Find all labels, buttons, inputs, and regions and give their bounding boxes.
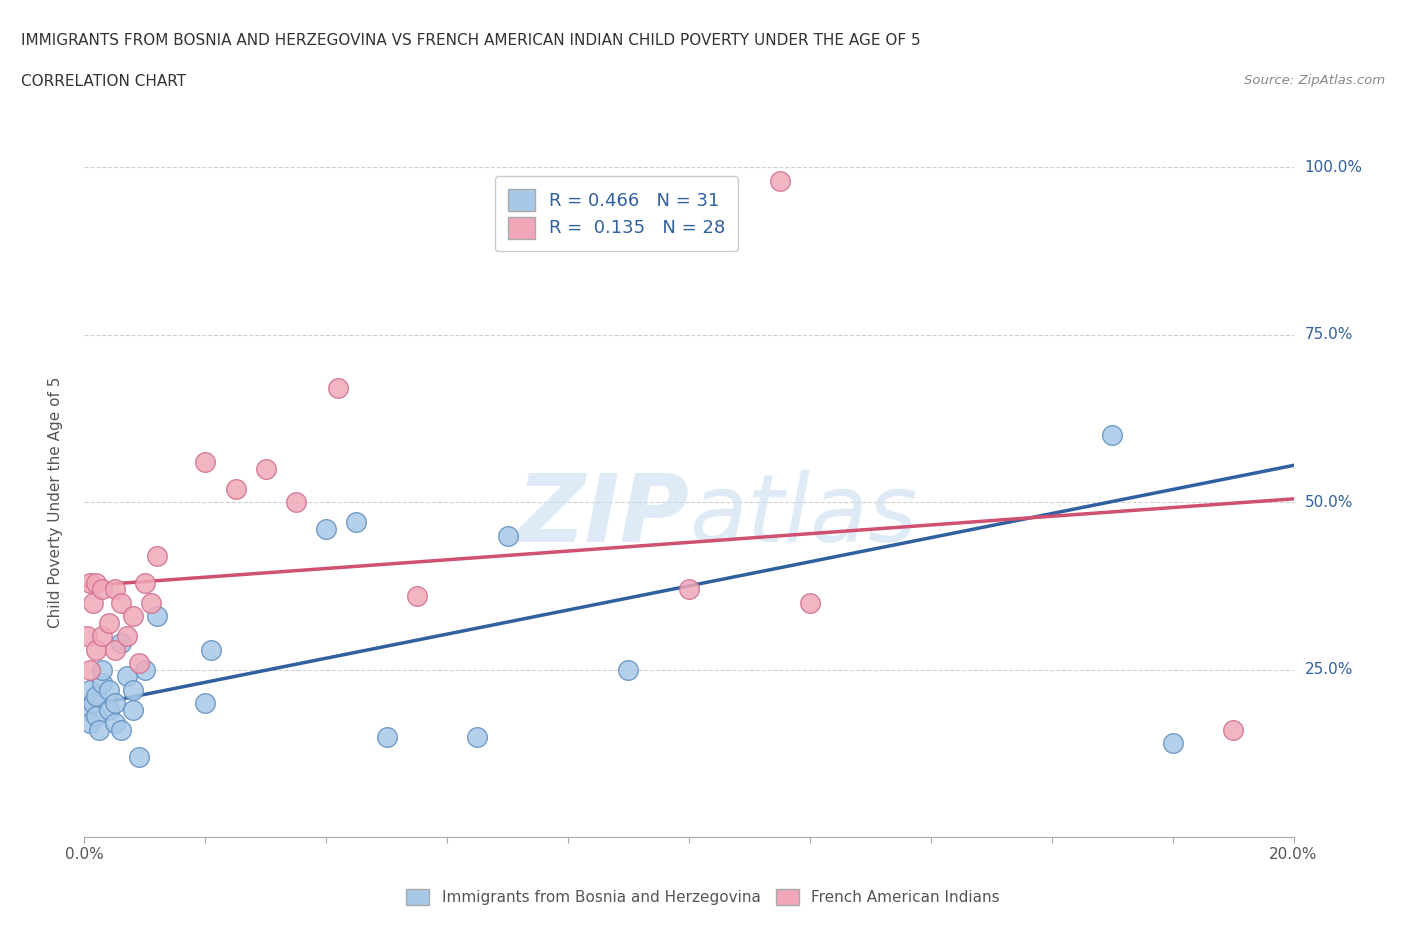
- Point: [104, 582, 127, 597]
- Point: [1161, 736, 1184, 751]
- Point: [76, 629, 98, 644]
- Point: [678, 582, 700, 597]
- Point: [225, 482, 247, 497]
- Text: Source: ZipAtlas.com: Source: ZipAtlas.com: [1244, 74, 1385, 87]
- Point: [86, 642, 108, 657]
- Point: [91, 629, 114, 644]
- Point: [200, 642, 222, 657]
- Point: [194, 455, 217, 470]
- Point: [86, 689, 108, 704]
- Point: [128, 656, 150, 671]
- Point: [79, 662, 101, 677]
- Text: atlas: atlas: [689, 470, 917, 561]
- Point: [104, 642, 127, 657]
- Text: 100.0%: 100.0%: [1305, 160, 1362, 175]
- Point: [110, 635, 132, 650]
- Point: [91, 675, 114, 690]
- Point: [79, 683, 101, 698]
- Point: [97, 702, 120, 717]
- Point: [328, 381, 350, 396]
- Point: [76, 702, 98, 717]
- Point: [769, 173, 792, 188]
- Text: ZIP: ZIP: [516, 470, 689, 562]
- Point: [146, 549, 169, 564]
- Point: [91, 662, 114, 677]
- Point: [79, 575, 101, 590]
- Point: [1222, 723, 1244, 737]
- Point: [194, 696, 217, 711]
- Point: [146, 608, 169, 623]
- Point: [91, 582, 114, 597]
- Point: [254, 461, 277, 476]
- Point: [375, 729, 398, 744]
- Point: [82, 595, 104, 610]
- Point: [617, 662, 640, 677]
- Y-axis label: Child Poverty Under the Age of 5: Child Poverty Under the Age of 5: [48, 377, 63, 628]
- Point: [110, 595, 132, 610]
- Text: 50.0%: 50.0%: [1305, 495, 1353, 510]
- Point: [346, 515, 368, 530]
- Text: 25.0%: 25.0%: [1305, 662, 1353, 677]
- Point: [86, 575, 108, 590]
- Legend: R = 0.466   N = 31, R =  0.135   N = 28: R = 0.466 N = 31, R = 0.135 N = 28: [495, 177, 738, 251]
- Point: [121, 683, 143, 698]
- Point: [97, 616, 120, 631]
- Point: [139, 595, 162, 610]
- Point: [467, 729, 489, 744]
- Point: [315, 522, 337, 537]
- Point: [128, 750, 150, 764]
- Point: [284, 495, 308, 510]
- Text: CORRELATION CHART: CORRELATION CHART: [21, 74, 186, 89]
- Point: [86, 709, 108, 724]
- Point: [79, 716, 101, 731]
- Point: [121, 702, 143, 717]
- Point: [1101, 428, 1123, 443]
- Point: [97, 683, 120, 698]
- Point: [134, 662, 156, 677]
- Point: [496, 528, 519, 543]
- Point: [104, 696, 127, 711]
- Text: IMMIGRANTS FROM BOSNIA AND HERZEGOVINA VS FRENCH AMERICAN INDIAN CHILD POVERTY U: IMMIGRANTS FROM BOSNIA AND HERZEGOVINA V…: [21, 33, 921, 47]
- Point: [115, 669, 138, 684]
- Point: [799, 595, 821, 610]
- Point: [115, 629, 138, 644]
- Point: [134, 575, 156, 590]
- Point: [406, 589, 429, 604]
- Text: 75.0%: 75.0%: [1305, 327, 1353, 342]
- Legend: Immigrants from Bosnia and Herzegovina, French American Indians: Immigrants from Bosnia and Herzegovina, …: [399, 882, 1007, 913]
- Point: [82, 696, 104, 711]
- Point: [110, 723, 132, 737]
- Point: [121, 608, 143, 623]
- Point: [104, 716, 127, 731]
- Point: [89, 723, 111, 737]
